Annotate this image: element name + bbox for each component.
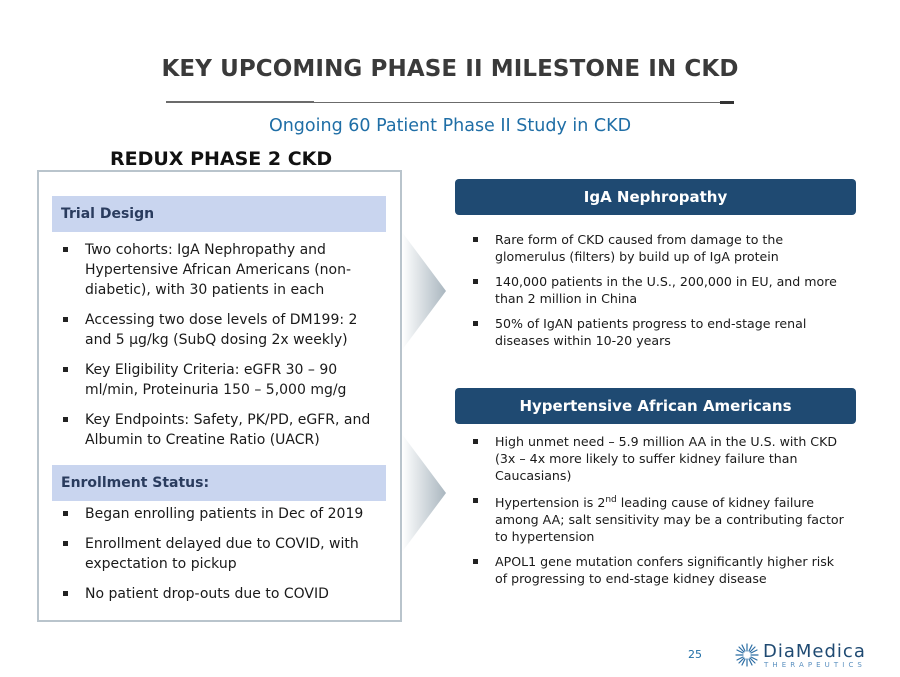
starburst-icon bbox=[735, 643, 759, 667]
title-divider-accent-right bbox=[720, 101, 734, 104]
company-logo-name: DiaMedica bbox=[763, 641, 866, 662]
iga-nephropathy-list: Rare form of CKD caused from damage to t… bbox=[465, 231, 850, 357]
trial-design-header: Trial Design bbox=[52, 196, 386, 232]
chevron-right-icon bbox=[402, 232, 446, 350]
trial-design-list: Two cohorts: IgA Nephropathy and Hyperte… bbox=[55, 240, 375, 460]
list-item: Enrollment delayed due to COVID, with ex… bbox=[55, 534, 375, 574]
list-item: 50% of IgAN patients progress to end-sta… bbox=[465, 315, 850, 349]
list-item: Key Eligibility Criteria: eGFR 30 – 90 m… bbox=[55, 360, 375, 400]
enrollment-status-list: Began enrolling patients in Dec of 2019 … bbox=[55, 504, 375, 614]
page-number: 25 bbox=[688, 648, 702, 661]
list-item: 140,000 patients in the U.S., 200,000 in… bbox=[465, 273, 850, 307]
enrollment-status-header: Enrollment Status: bbox=[52, 465, 386, 501]
list-item: Key Endpoints: Safety, PK/PD, eGFR, and … bbox=[55, 410, 375, 450]
slide-subtitle: Ongoing 60 Patient Phase II Study in CKD bbox=[268, 116, 632, 136]
list-item: APOL1 gene mutation confers significantl… bbox=[465, 553, 850, 587]
list-item: Hypertension is 2nd leading cause of kid… bbox=[465, 492, 850, 545]
study-heading: REDUX PHASE 2 CKD bbox=[96, 148, 347, 170]
hypertensive-aa-list: High unmet need – 5.9 million AA in the … bbox=[465, 433, 850, 595]
title-divider-accent-left bbox=[166, 101, 314, 103]
list-item: Accessing two dose levels of DM199: 2 an… bbox=[55, 310, 375, 350]
study-design-panel bbox=[37, 170, 402, 622]
hypertensive-aa-header: Hypertensive African Americans bbox=[455, 388, 856, 424]
title-divider bbox=[166, 102, 734, 103]
list-item: High unmet need – 5.9 million AA in the … bbox=[465, 433, 850, 484]
chevron-right-icon bbox=[402, 434, 446, 552]
list-item: Began enrolling patients in Dec of 2019 bbox=[55, 504, 375, 524]
iga-nephropathy-header: IgA Nephropathy bbox=[455, 179, 856, 215]
slide-title: KEY UPCOMING PHASE II MILESTONE IN CKD bbox=[161, 56, 739, 82]
list-item: Two cohorts: IgA Nephropathy and Hyperte… bbox=[55, 240, 375, 300]
list-item: Rare form of CKD caused from damage to t… bbox=[465, 231, 850, 265]
company-logo-tagline: THERAPEUTICS bbox=[764, 661, 866, 669]
list-item: No patient drop-outs due to COVID bbox=[55, 584, 375, 604]
